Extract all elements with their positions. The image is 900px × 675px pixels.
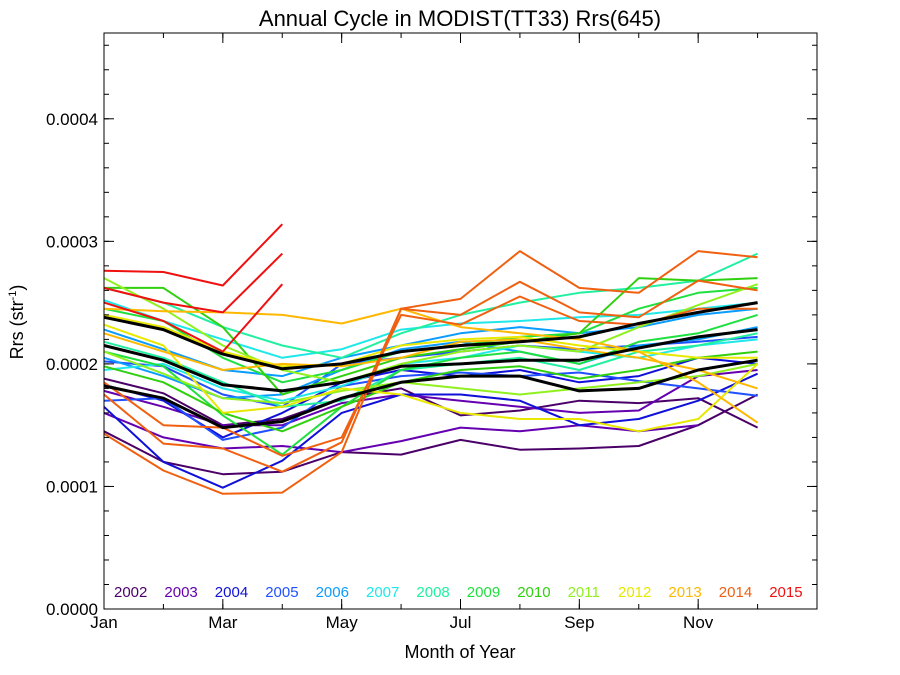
series-line-2015	[103, 283, 284, 353]
legend-item-2006: 2006	[316, 584, 349, 601]
axis-ticks: Jan Mar May Jul Sep Nov 0.0000 0.0001 0.0002 0.00…	[46, 33, 818, 632]
y-axis-title-superscript: -1	[7, 291, 19, 301]
legend-item-2013: 2013	[668, 584, 701, 601]
legend: 2002 2003 2004 2005 2006 2007 2008 2009 2010 2011…	[114, 584, 803, 601]
series-line-2003	[103, 411, 699, 454]
y-axis-title: Rrs (str-1)	[7, 285, 27, 360]
x-tick-label: Jan	[90, 613, 117, 632]
legend-item-2008: 2008	[416, 584, 449, 601]
y-axis-title-main: Rrs (str	[7, 300, 27, 359]
x-tick-label: May	[326, 613, 359, 632]
x-tick-label: Mar	[208, 613, 238, 632]
series-line-2007	[103, 299, 758, 359]
y-axis-title-close: )	[7, 285, 27, 291]
mean-series-line	[103, 301, 758, 371]
legend-item-2009: 2009	[467, 584, 500, 601]
series-line-2015	[103, 223, 284, 287]
legend-item-2004: 2004	[215, 584, 248, 601]
series-line-2011	[103, 350, 758, 405]
y-tick-label: 0.0000	[46, 600, 98, 619]
series-line-2013	[103, 307, 759, 424]
y-tick-label: 0.0004	[46, 110, 98, 129]
y-tick-label: 0.0003	[46, 232, 98, 251]
plot-lines	[103, 223, 759, 495]
x-tick-label: Sep	[564, 613, 594, 632]
legend-item-2002: 2002	[114, 584, 147, 601]
y-tick-label: 0.0001	[46, 477, 98, 496]
legend-item-2007: 2007	[366, 584, 399, 601]
series-line-2002	[103, 377, 759, 429]
series-line-2014	[103, 279, 758, 473]
y-tick-label: 0.0002	[46, 355, 98, 374]
series-line-2009	[103, 286, 758, 384]
series-line-2004	[103, 356, 758, 439]
x-axis-title: Month of Year	[404, 642, 515, 662]
series-line-2011	[103, 277, 758, 384]
legend-item-2014: 2014	[719, 584, 752, 601]
plot-frame	[103, 32, 818, 610]
series-line-2008	[103, 332, 758, 408]
legend-item-2012: 2012	[618, 584, 651, 601]
series-line-2010	[104, 277, 758, 396]
mean-series-line	[103, 358, 758, 430]
series-line-2012	[103, 323, 759, 433]
series-line-2004	[103, 372, 759, 489]
series-line-2015	[103, 252, 284, 314]
series-line-2002	[103, 393, 759, 476]
x-tick-label: Jul	[450, 613, 472, 632]
legend-item-2005: 2005	[265, 584, 298, 601]
chart-title: Annual Cycle in MODIST(TT33) Rrs(645)	[259, 6, 661, 31]
legend-item-2015: 2015	[769, 584, 802, 601]
x-tick-label: Nov	[683, 613, 714, 632]
legend-item-2011: 2011	[568, 584, 600, 601]
mean-series-line	[103, 328, 758, 393]
series-line-2010	[103, 350, 758, 433]
legend-item-2010: 2010	[517, 584, 550, 601]
series-line-2005	[103, 371, 758, 441]
series-line-2014	[103, 250, 758, 495]
legend-item-2003: 2003	[164, 584, 197, 601]
